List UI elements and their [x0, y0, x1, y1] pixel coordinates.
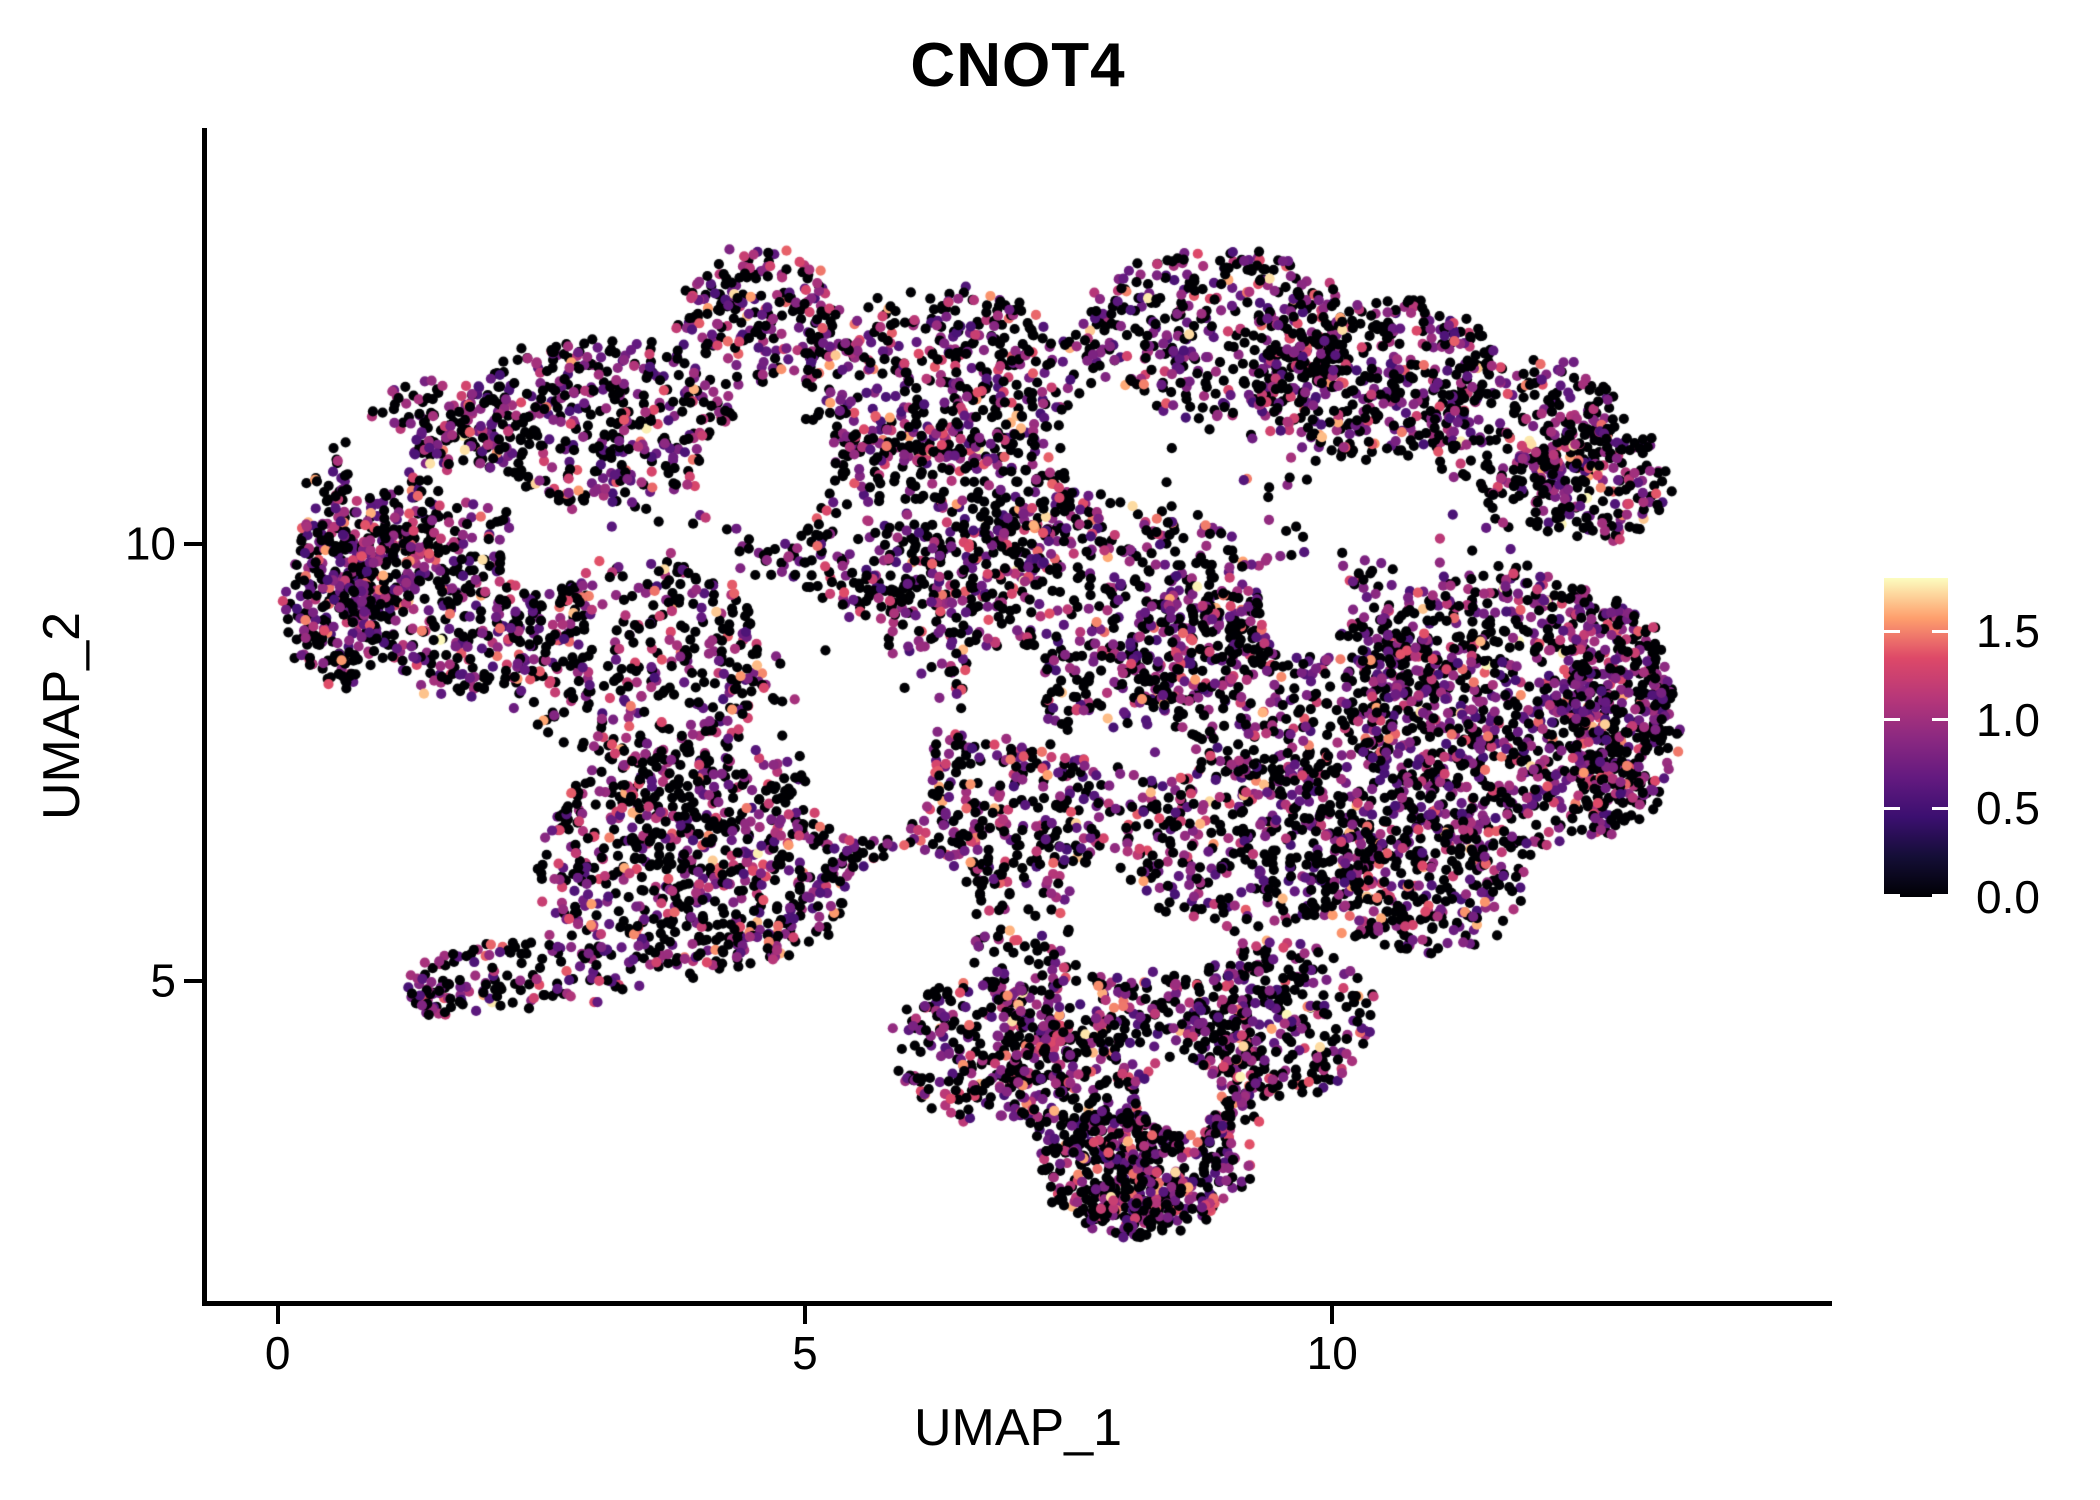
colorbar-tick-mark [1884, 894, 1900, 897]
y-tick-label-10: 10 [124, 517, 176, 570]
y-axis-title: UMAP_2 [33, 611, 91, 821]
colorbar-label-1.5: 1.5 [1976, 605, 2040, 658]
colorbar-tick-mark [1932, 629, 1948, 633]
x-axis-line [202, 1301, 1832, 1306]
plot-title: CNOT4 [910, 31, 1126, 100]
y-tick-label-5: 5 [150, 954, 176, 1007]
expression-colorbar [1884, 578, 1948, 897]
colorbar-label-0.0: 0.0 [1976, 871, 2040, 923]
colorbar-tick-mark [1932, 718, 1948, 722]
colorbar-tick-mark [1884, 718, 1900, 722]
colorbar-label-1.0: 1.0 [1976, 693, 2040, 746]
x-axis-title: UMAP_1 [913, 1399, 1123, 1457]
x-tick-mark-10 [1330, 1306, 1335, 1324]
x-tick-label-10: 10 [1306, 1327, 1358, 1379]
x-tick-label-0: 0 [264, 1327, 291, 1379]
y-tick-mark-5 [184, 979, 202, 984]
x-tick-mark-5 [802, 1306, 807, 1324]
x-tick-label-5: 5 [792, 1327, 818, 1379]
colorbar-tick-mark [1884, 806, 1900, 810]
colorbar-tick-mark [1884, 629, 1900, 633]
y-axis-line [202, 128, 207, 1306]
colorbar-tick-mark [1932, 806, 1948, 810]
y-tick-mark-10 [184, 542, 202, 547]
colorbar-tick-mark [1932, 894, 1948, 897]
colorbar-label-0.5: 0.5 [1976, 782, 2040, 835]
x-tick-mark-0 [275, 1306, 280, 1324]
